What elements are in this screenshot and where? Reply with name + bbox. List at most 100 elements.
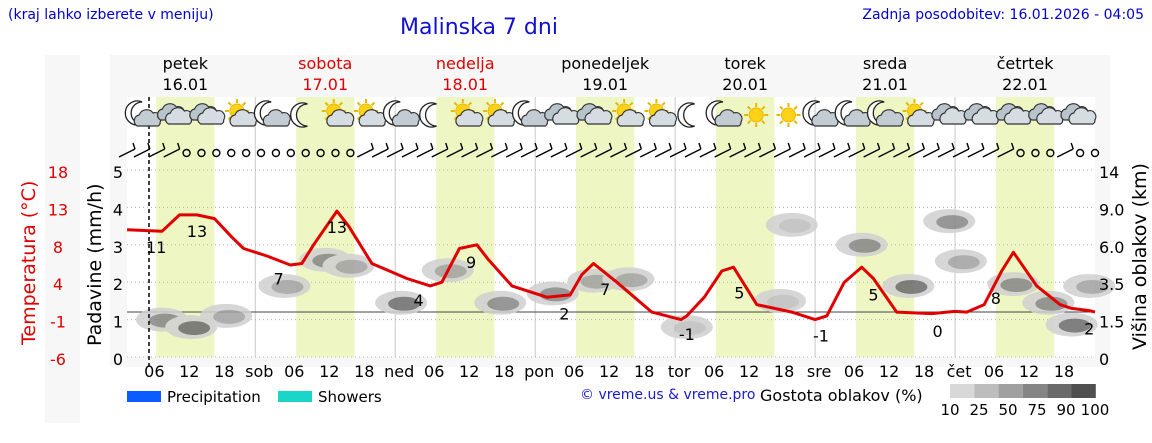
cloud-shape [1068, 107, 1097, 125]
cloud-shape [487, 109, 516, 127]
cloud-icon [1060, 103, 1097, 125]
wind-barb-icon [952, 142, 970, 158]
cloud-shape [875, 109, 904, 127]
moon-cloud-icon [866, 100, 904, 127]
time-tick-label: 18 [774, 362, 794, 381]
wind-barb-flag [504, 142, 508, 150]
legend-showers-swatch [278, 391, 312, 402]
cloud-icon [963, 103, 1000, 125]
wind-barb-icon [610, 142, 628, 158]
sun-cloud-icon [612, 99, 645, 127]
wind-barb-flag [757, 142, 762, 150]
wind-barb-shaft [371, 148, 389, 158]
cloud-shape [939, 107, 968, 125]
precipitation-tick: 4 [113, 200, 123, 219]
daytime-band [995, 97, 1055, 357]
day-date: 17.01 [302, 75, 348, 94]
cloud-density-swatch [974, 384, 999, 398]
sun-ray [779, 119, 784, 125]
wind-barb-shaft [446, 148, 463, 158]
cloud-height-axis: 14 9.0 6.0 3.5 1.5 0 [1099, 163, 1124, 369]
sun-ray [761, 119, 766, 125]
wind-barb-icon [118, 142, 136, 158]
time-tick-label: 18 [494, 362, 514, 381]
cloud-density-tick: 75 [1027, 401, 1046, 419]
wind-barb-icon [639, 142, 657, 158]
wind-barb-icon [699, 142, 717, 158]
sun-ray [793, 119, 798, 125]
wind-barb-icon [818, 142, 836, 158]
moon-shape [419, 102, 437, 128]
sun-ray [485, 101, 491, 107]
wind-barb-flag [966, 142, 970, 150]
day-date: 18.01 [442, 75, 488, 94]
time-tick-label: 18 [914, 362, 934, 381]
chart-title: Malinska 7 dni [400, 15, 558, 40]
wind-barb-icon [461, 142, 479, 158]
legend-precipitation-swatch [127, 391, 161, 402]
precipitation-tick: 3 [113, 238, 123, 257]
temperature-value-label: 7 [274, 270, 284, 289]
wind-calm-icon [1090, 148, 1100, 158]
wind-barb-icon [803, 142, 821, 158]
cloud-shape [552, 107, 581, 125]
cloud-blob [1000, 278, 1033, 293]
wind-barb-flag [593, 142, 598, 150]
wind-barb-icon [148, 142, 166, 158]
sun-ray [324, 101, 329, 107]
wind-calm-icon [241, 148, 251, 158]
credit-link[interactable]: © vreme.us & vreme.pro [580, 387, 756, 403]
wind-barb-icon [759, 142, 777, 158]
wind-barb-icon [356, 142, 374, 158]
wind-calm-icon [212, 148, 221, 158]
cloud-icon [995, 103, 1032, 125]
sun-cloud-icon [483, 99, 516, 127]
cloud-shape [164, 107, 194, 125]
cloud-shape [648, 109, 678, 127]
cloud-blob [1035, 296, 1068, 311]
sun-cloud-icon [450, 99, 484, 127]
wind-barb-shaft [610, 148, 627, 158]
wind-barb-icon [967, 142, 985, 158]
cloud-shape [584, 107, 613, 125]
wind-barb-icon [565, 142, 583, 158]
sun-ray [356, 101, 362, 107]
wind-barb-shaft [878, 148, 895, 158]
cloud-shape [907, 109, 936, 127]
wind-barb-shaft [773, 148, 791, 158]
day-name: četrtek [997, 54, 1055, 73]
wind-barb-flag [876, 142, 881, 150]
wind-barb-shaft [654, 148, 672, 158]
day-date: 20.01 [722, 75, 768, 94]
cloud-shape [391, 109, 420, 127]
wind-barb-shaft [461, 148, 478, 158]
wind-calm-icon [1075, 148, 1085, 158]
wind-barb-flag [534, 142, 538, 150]
temperature-tick: 8 [53, 238, 63, 257]
wind-barb-flag [400, 142, 404, 150]
wind-barb-flag [742, 142, 747, 150]
wind-barb-flag [832, 142, 836, 150]
wind-barb-flag [564, 142, 568, 150]
daytime-band [855, 97, 915, 357]
wind-barb-shaft [967, 148, 985, 158]
daytime-band [576, 97, 635, 357]
cloud-shape [971, 107, 1000, 125]
legend-precipitation-label: Precipitation [167, 388, 261, 406]
wind-barb-icon [416, 142, 434, 158]
time-tick-label: ned [384, 362, 414, 381]
cloud-shape [262, 109, 291, 127]
wind-calm-icon [346, 148, 355, 158]
cloud-blob [778, 218, 811, 233]
time-tick-label: 06 [284, 362, 304, 381]
temperature-value-label: 13 [327, 218, 347, 237]
wind-barb-flag [683, 142, 687, 150]
sun-ray [747, 105, 752, 111]
temperature-line [126, 209, 1096, 322]
time-tick-label: 18 [1054, 362, 1074, 381]
cloud-shape [811, 109, 840, 127]
wind-barb-shaft [118, 148, 136, 158]
cloud-blob [947, 255, 980, 270]
weather-icon-row [124, 99, 1097, 128]
cloud-density-legend: 10 25 50 75 90 100 [940, 384, 1109, 419]
